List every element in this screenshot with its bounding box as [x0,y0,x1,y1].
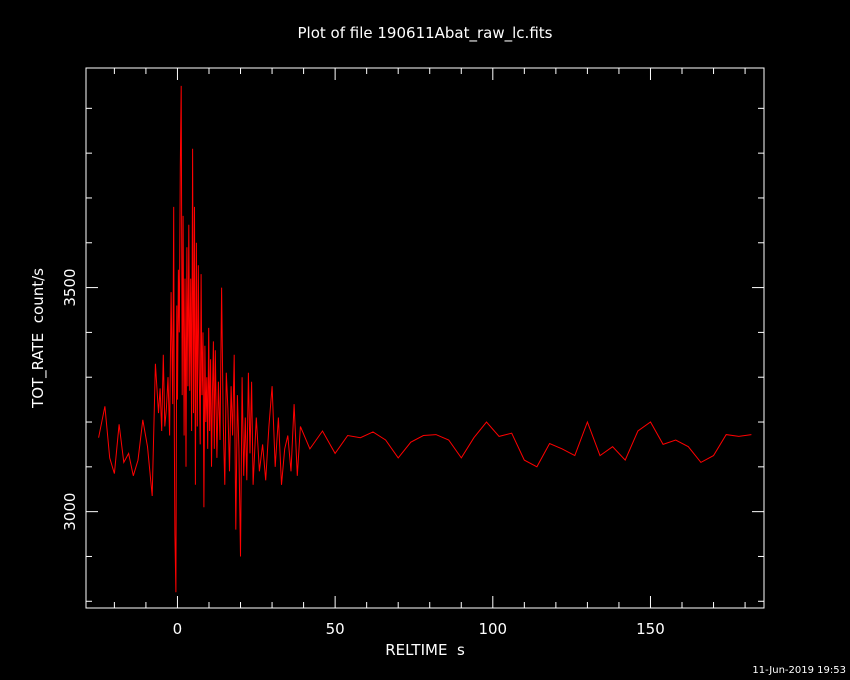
series-layer [98,85,752,593]
x-axis-tick-labels: 0 50 100 150 [173,620,665,638]
series-line [98,85,752,593]
x-tick-label: 50 [326,620,345,638]
x-axis-label: RELTIME s [385,641,465,659]
timestamp: 11-Jun-2019 19:53 [752,665,846,676]
x-tick-label: 0 [173,620,183,638]
y-axis-label: TOT_RATE count/s [29,268,48,409]
y-axis-tick-labels: 3000 3500 [61,268,79,530]
y-tick-label: 3500 [61,268,79,306]
x-axis-ticks [113,68,746,608]
x-tick-label: 100 [478,620,507,638]
y-axis-ticks [86,107,764,602]
chart-title: Plot of file 190611Abat_raw_lc.fits [298,24,553,43]
y-tick-label: 3000 [61,493,79,531]
x-tick-label: 150 [636,620,665,638]
plot-frame [85,67,765,609]
